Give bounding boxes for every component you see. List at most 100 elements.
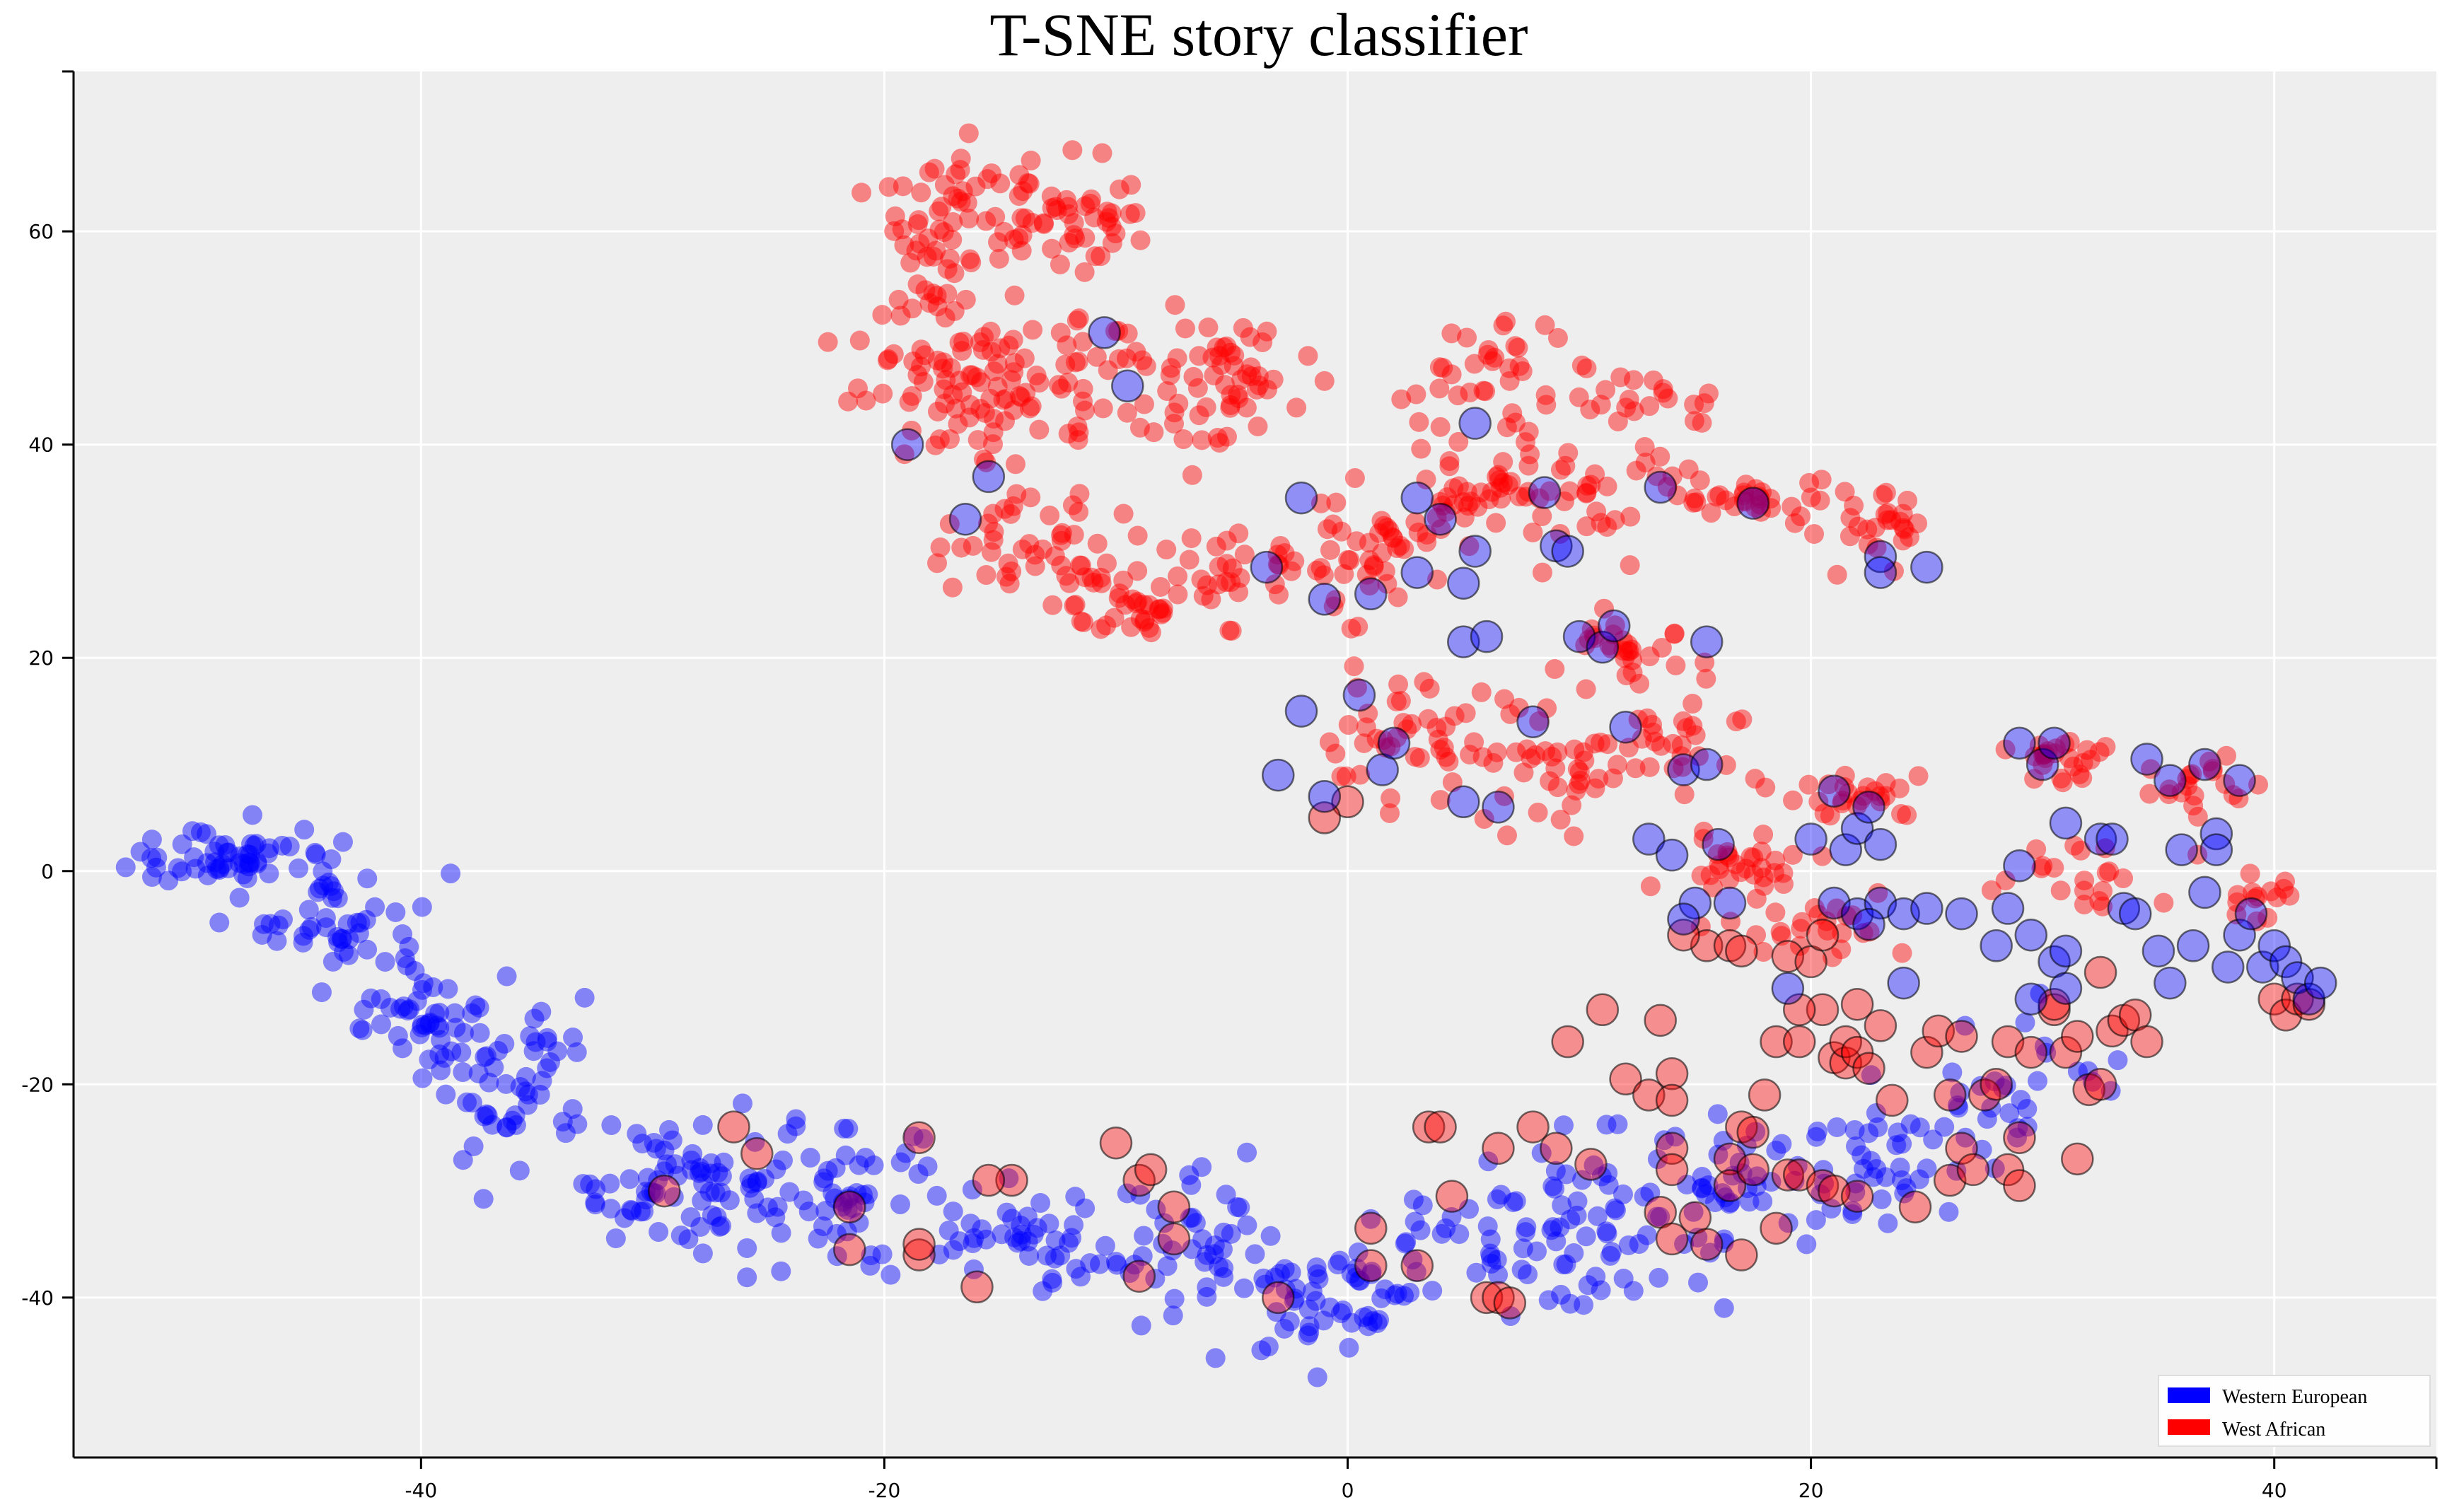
- data-point-western-european: [308, 882, 328, 902]
- highlighted-point-west-african: [995, 1163, 1028, 1197]
- data-point-west-african: [1683, 694, 1703, 714]
- data-point-western-european: [322, 951, 343, 972]
- data-point-western-european: [585, 1192, 605, 1213]
- data-point-west-african: [931, 197, 952, 217]
- data-point-western-european: [1090, 1254, 1110, 1274]
- data-point-western-european: [431, 1060, 451, 1081]
- data-point-west-african: [1895, 519, 1915, 540]
- data-point-west-african: [1021, 487, 1041, 508]
- data-point-western-european: [400, 999, 420, 1020]
- data-point-west-african: [1241, 366, 1262, 387]
- highlighted-point-west-african: [1956, 1153, 1990, 1187]
- data-point-western-european: [1778, 1213, 1798, 1233]
- data-point-west-african: [1168, 584, 1188, 605]
- data-point-west-african: [1453, 492, 1474, 513]
- highlighted-point-west-african: [1910, 1035, 1943, 1069]
- data-point-west-african: [1540, 771, 1560, 791]
- highlighted-point-west-african: [1771, 1158, 1805, 1192]
- data-point-west-african: [1001, 370, 1021, 390]
- data-point-western-european: [1692, 1178, 1712, 1199]
- data-point-west-african: [1580, 400, 1600, 420]
- data-point-western-european: [1362, 1311, 1383, 1332]
- data-point-western-european: [1320, 1297, 1340, 1317]
- data-point-west-african: [1676, 718, 1697, 738]
- data-point-west-african: [1610, 367, 1631, 388]
- data-point-western-european: [1042, 1269, 1062, 1289]
- data-point-western-european: [523, 1041, 544, 1061]
- data-point-west-african: [1624, 401, 1644, 421]
- highlighted-point-west-african: [1840, 1180, 1874, 1213]
- data-point-west-african: [1269, 555, 1289, 576]
- data-point-west-african: [1472, 747, 1493, 767]
- data-point-western-european: [1260, 1226, 1281, 1246]
- data-point-western-european: [146, 857, 166, 878]
- data-point-west-african: [1840, 508, 1861, 528]
- data-point-western-european: [184, 847, 204, 868]
- data-point-western-european: [574, 987, 595, 1008]
- highlighted-point-western-european: [2049, 972, 2083, 1005]
- data-point-western-european: [441, 1041, 462, 1061]
- data-point-western-european: [1011, 1230, 1031, 1251]
- data-point-western-european: [1600, 1245, 1620, 1266]
- data-point-west-african: [1791, 506, 1811, 527]
- data-point-western-european: [972, 1219, 992, 1240]
- highlighted-point-west-african: [1493, 1286, 1527, 1320]
- data-point-west-african: [914, 345, 935, 366]
- highlighted-point-western-european: [2118, 897, 2152, 931]
- data-point-west-african: [2113, 868, 2134, 889]
- data-point-west-african: [1617, 641, 1638, 661]
- data-point-western-european: [212, 854, 233, 875]
- data-point-western-european: [1197, 1245, 1217, 1265]
- data-point-west-african: [1663, 733, 1683, 754]
- data-point-west-african: [1555, 455, 1576, 476]
- data-point-west-african: [2033, 755, 2053, 775]
- data-point-west-african: [1518, 455, 1539, 476]
- data-point-western-european: [1796, 1234, 1817, 1255]
- data-point-west-african: [1753, 867, 1774, 888]
- data-point-west-african: [1893, 530, 1913, 551]
- data-point-west-african: [1219, 620, 1240, 641]
- data-point-west-african: [2033, 856, 2053, 876]
- data-point-west-african: [1096, 211, 1117, 232]
- x-tick-label: -40: [405, 1479, 437, 1502]
- data-point-western-european: [385, 902, 406, 922]
- data-point-west-african: [2074, 871, 2095, 891]
- data-point-western-european: [1361, 1262, 1382, 1282]
- data-point-west-african: [1479, 489, 1499, 510]
- data-point-west-african: [1746, 888, 1767, 909]
- data-point-west-african: [1096, 553, 1117, 574]
- data-point-western-european: [2108, 1050, 2128, 1071]
- data-point-western-european: [2027, 1071, 2047, 1091]
- data-point-west-african: [1282, 561, 1302, 581]
- data-point-western-european: [1698, 1175, 1719, 1196]
- data-point-west-african: [1257, 379, 1277, 400]
- highlighted-point-west-african: [1806, 918, 1840, 952]
- data-point-western-european: [518, 1095, 538, 1115]
- data-point-west-african: [1047, 200, 1067, 221]
- data-point-western-european: [420, 1012, 441, 1032]
- data-point-western-european: [680, 1207, 701, 1228]
- data-point-west-african: [1678, 459, 1699, 479]
- data-point-west-african: [925, 435, 946, 455]
- data-point-western-european: [311, 982, 332, 1003]
- data-point-west-african: [999, 574, 1020, 594]
- data-point-western-european: [412, 1018, 432, 1038]
- data-point-western-european: [441, 863, 461, 884]
- data-point-west-african: [1050, 254, 1070, 274]
- data-point-western-european: [496, 966, 517, 987]
- data-point-west-african: [1004, 285, 1025, 306]
- data-point-western-european: [429, 1003, 450, 1023]
- highlighted-point-western-european: [1910, 550, 1943, 584]
- data-point-west-african: [1198, 318, 1219, 338]
- data-point-west-african: [913, 372, 934, 392]
- data-point-west-african: [1064, 595, 1084, 616]
- data-point-western-european: [496, 1117, 517, 1138]
- data-point-west-african: [1490, 477, 1511, 498]
- data-point-west-african: [1591, 513, 1611, 533]
- data-point-western-european: [573, 1174, 593, 1194]
- data-point-western-european: [943, 1240, 963, 1260]
- data-point-west-african: [1069, 484, 1090, 504]
- data-point-western-european: [1526, 1241, 1547, 1262]
- data-point-western-european: [1892, 1134, 1912, 1154]
- data-point-west-african: [1116, 348, 1137, 368]
